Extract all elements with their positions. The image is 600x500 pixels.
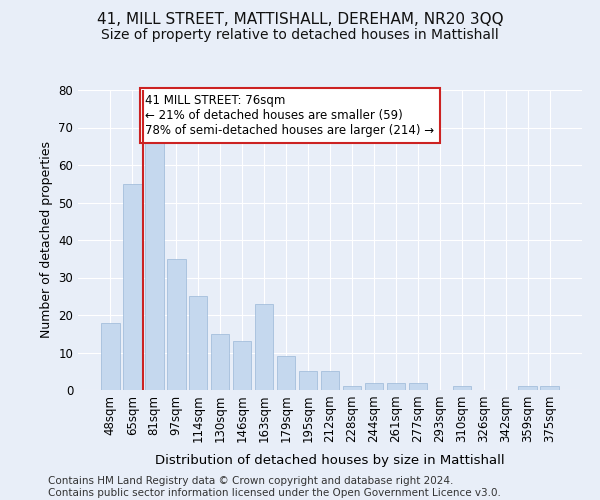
Bar — [101, 322, 119, 390]
Y-axis label: Number of detached properties: Number of detached properties — [40, 142, 53, 338]
Text: 41 MILL STREET: 76sqm
← 21% of detached houses are smaller (59)
78% of semi-deta: 41 MILL STREET: 76sqm ← 21% of detached … — [145, 94, 434, 136]
Bar — [255, 304, 274, 390]
Bar — [386, 382, 405, 390]
Bar — [145, 142, 164, 390]
Text: 41, MILL STREET, MATTISHALL, DEREHAM, NR20 3QQ: 41, MILL STREET, MATTISHALL, DEREHAM, NR… — [97, 12, 503, 28]
Bar — [541, 386, 559, 390]
Bar — [167, 259, 185, 390]
Bar — [365, 382, 383, 390]
Bar — [518, 386, 537, 390]
Bar — [123, 184, 142, 390]
Text: Size of property relative to detached houses in Mattishall: Size of property relative to detached ho… — [101, 28, 499, 42]
Bar — [189, 296, 208, 390]
Bar — [233, 341, 251, 390]
X-axis label: Distribution of detached houses by size in Mattishall: Distribution of detached houses by size … — [155, 454, 505, 466]
Bar — [452, 386, 471, 390]
Bar — [277, 356, 295, 390]
Bar — [211, 334, 229, 390]
Bar — [343, 386, 361, 390]
Bar — [409, 382, 427, 390]
Text: Contains HM Land Registry data © Crown copyright and database right 2024.
Contai: Contains HM Land Registry data © Crown c… — [48, 476, 501, 498]
Bar — [320, 371, 340, 390]
Bar — [299, 371, 317, 390]
